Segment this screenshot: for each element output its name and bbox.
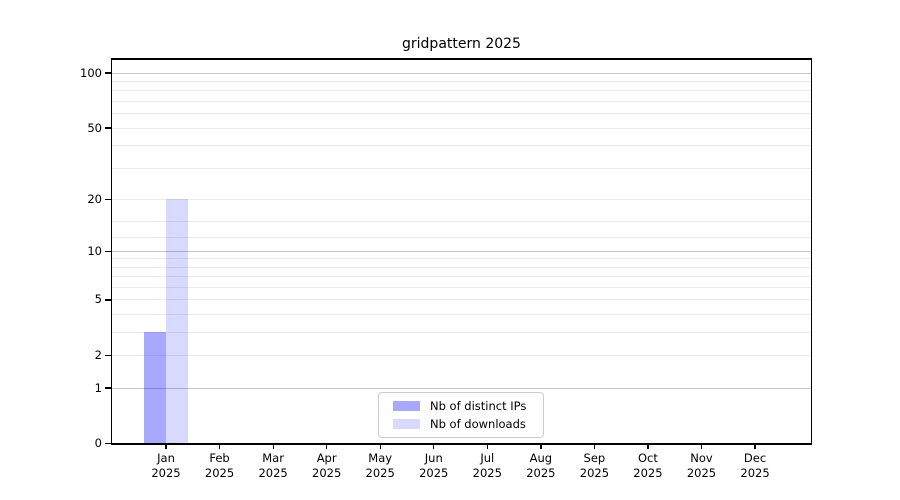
spine-right — [810, 58, 812, 445]
y-axis-tick-label: 0 — [94, 436, 102, 451]
gridline-minor — [112, 220, 811, 222]
gridline-minor — [112, 258, 811, 260]
gridline-minor — [112, 81, 811, 83]
gridline-minor — [112, 90, 811, 92]
y-axis-tick-label: 10 — [87, 243, 102, 258]
legend: Nb of distinct IPs Nb of downloads — [378, 392, 544, 438]
y-axis-tick — [105, 198, 112, 200]
x-axis-tick — [647, 444, 649, 450]
y-axis-tick-label: 5 — [94, 292, 102, 307]
gridline-minor — [112, 299, 811, 301]
gridline-minor — [112, 331, 811, 333]
x-axis-tick — [272, 444, 274, 450]
x-axis-tick — [379, 444, 381, 450]
legend-item-distinct-ips: Nb of distinct IPs — [393, 397, 535, 415]
x-axis-tick-label: Dec 2025 — [740, 451, 770, 481]
gridline-minor — [112, 276, 811, 278]
gridline-minor — [112, 145, 811, 147]
gridline-minor — [112, 314, 811, 316]
legend-item-downloads: Nb of downloads — [393, 415, 535, 433]
x-axis-tick — [540, 444, 542, 450]
x-axis-tick-label: Apr 2025 — [312, 451, 342, 481]
chart-title: gridpattern 2025 — [402, 36, 521, 52]
spine-top — [112, 58, 811, 60]
gridline-minor — [112, 113, 811, 115]
y-axis-tick — [105, 127, 112, 129]
y-axis-tick — [105, 72, 112, 74]
x-axis-tick-label: Mar 2025 — [258, 451, 288, 481]
y-axis-tick — [105, 443, 112, 445]
y-axis-tick-label: 50 — [87, 120, 102, 135]
x-axis-tick — [433, 444, 435, 450]
legend-swatch-downloads — [393, 419, 420, 429]
y-axis-tick-label: 20 — [87, 191, 102, 206]
x-axis-tick — [486, 444, 488, 450]
gridline-major — [112, 250, 811, 252]
y-axis-tick — [105, 250, 112, 252]
x-axis-tick-label: Nov 2025 — [686, 451, 717, 481]
x-axis-tick — [165, 444, 167, 450]
x-axis-tick-label: Jul 2025 — [472, 451, 502, 481]
x-axis-tick — [754, 444, 756, 450]
x-axis-tick — [218, 444, 221, 450]
x-axis-tick-label: Feb 2025 — [204, 451, 235, 481]
gridline-minor — [112, 355, 811, 357]
x-axis-tick — [326, 444, 328, 450]
gridline-minor — [112, 100, 811, 102]
y-axis-tick-label: 2 — [94, 348, 102, 363]
gridline-major — [112, 72, 811, 74]
gridline-minor — [112, 198, 811, 200]
gridline-minor — [112, 127, 811, 129]
x-axis-tick-label: May 2025 — [365, 451, 395, 481]
x-axis-tick-label: Jan 2025 — [151, 451, 181, 481]
y-axis-tick — [105, 387, 112, 389]
x-axis-tick-label: Sep 2025 — [579, 451, 610, 481]
spine-bottom — [112, 443, 811, 445]
x-axis-tick-label: Aug 2025 — [526, 451, 556, 481]
x-axis-tick-label: Oct 2025 — [633, 451, 663, 481]
gridline-minor — [112, 266, 811, 268]
bar-distinct-ips — [144, 331, 166, 444]
bar-downloads — [166, 198, 188, 444]
gridline-major — [112, 387, 811, 389]
y-axis-tick-label: 1 — [94, 380, 102, 395]
x-axis-tick — [593, 444, 596, 450]
x-axis-tick-label: Jun 2025 — [419, 451, 449, 481]
y-axis-tick — [105, 354, 112, 357]
gridline-minor — [112, 237, 811, 239]
legend-label-distinct-ips: Nb of distinct IPs — [430, 399, 527, 413]
plot-area: 0 1 2 5 10 20 50 100 Jan 2025 Feb 2025 Mar 2025 Apr… — [80, 58, 812, 480]
x-axis-tick — [700, 444, 703, 450]
legend-swatch-distinct-ips — [393, 401, 420, 411]
gridline-minor — [112, 287, 811, 289]
y-axis-tick — [105, 299, 112, 301]
y-axis-tick-label: 100 — [80, 65, 102, 80]
legend-label-downloads: Nb of downloads — [430, 417, 526, 431]
gridline-minor — [112, 167, 811, 169]
